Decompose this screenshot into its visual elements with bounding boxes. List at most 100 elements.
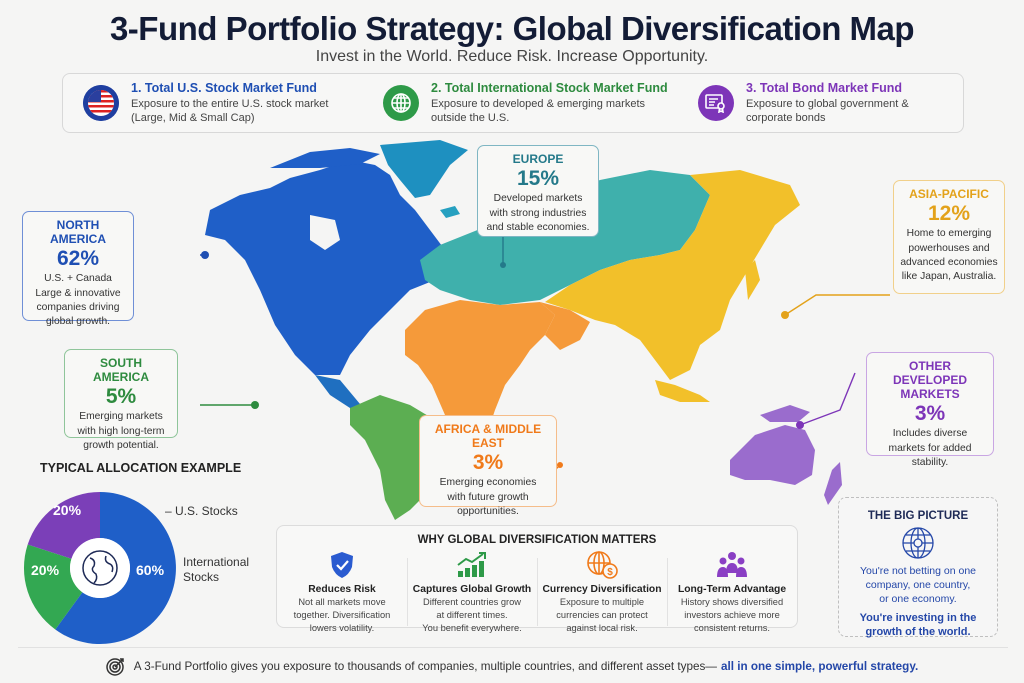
big-picture-text: or one economy. [879, 593, 957, 606]
fund-intl-desc-1: Exposure to developed & emerging markets [431, 97, 646, 110]
fund-us-desc-1: Exposure to the entire U.S. stock market [131, 97, 329, 110]
region-desc: advanced economies [900, 256, 998, 268]
fund-intl: 2. Total International Stock Market Fund… [363, 81, 678, 126]
fund-intl-name: 2. Total International Stock Market Fund [431, 80, 668, 95]
region-desc: global growth. [45, 316, 111, 328]
fund-us: 1. Total U.S. Stock Market Fund Exposure… [63, 81, 363, 126]
why-item-desc: Exposure to multiple [559, 597, 645, 607]
region-desc: companies driving [36, 301, 120, 313]
region-desc: Emerging economies [439, 477, 537, 489]
donut-label-purple: 20% [53, 502, 82, 518]
region-name: ASIA-PACIFIC [909, 187, 989, 201]
region-desc: opportunities. [457, 505, 519, 517]
world-map [200, 140, 890, 520]
footer: A 3-Fund Portfolio gives you exposure to… [0, 656, 1024, 676]
region-desc: Home to emerging [906, 228, 992, 240]
why-item-desc: You benefit everywhere. [422, 623, 522, 634]
big-picture-emphasis: You're investing in the [859, 611, 977, 624]
region-percent: 62% [56, 247, 100, 270]
why-item-desc: History shows diversified [680, 597, 784, 607]
why-item-global-growth: Captures Global Growth Different countri… [407, 548, 537, 634]
map-north-america [205, 160, 455, 375]
globe-icon [82, 550, 118, 586]
region-card-other-developed: OTHER DEVELOPED MARKETS 3% Includes dive… [866, 352, 994, 468]
why-item-desc: Not all markets move [298, 597, 386, 607]
allocation-donut-chart [23, 492, 176, 644]
why-item-desc: consistent returns. [694, 623, 770, 634]
certificate-icon [698, 85, 734, 121]
region-desc: with future growth [447, 491, 529, 503]
region-desc: markets for added [888, 442, 972, 454]
people-group-icon [717, 552, 747, 577]
big-picture-text: You're not betting on one [859, 565, 977, 577]
region-name: AFRICA & MIDDLE EAST [434, 422, 542, 450]
footer-text: A 3-Fund Portfolio gives you exposure to… [133, 659, 717, 673]
region-desc: Developed markets [493, 193, 583, 205]
allocation-title: TYPICAL ALLOCATION EXAMPLE [40, 461, 242, 475]
why-item-name: Reduces Risk [308, 584, 376, 595]
region-percent: 3% [472, 451, 504, 474]
globe-dollar-icon: $ [587, 551, 618, 579]
why-item-desc: lowers volatility. [309, 623, 375, 634]
why-item-desc: investors achieve more [684, 610, 780, 621]
region-percent: 15% [516, 167, 560, 190]
target-icon [106, 658, 124, 676]
region-percent: 5% [105, 385, 137, 408]
us-flag-icon [83, 85, 119, 121]
why-item-desc: at different times. [436, 610, 508, 621]
region-card-north-america: NORTH AMERICA 62% U.S. + Canada Large & … [22, 211, 134, 327]
region-desc: stability. [911, 456, 949, 468]
region-name: SOUTH AMERICA [93, 356, 149, 384]
why-title: WHY GLOBAL DIVERSIFICATION MATTERS [417, 534, 657, 546]
region-desc: growth potential. [83, 439, 159, 451]
fund-bond: 3. Total Bond Market Fund Exposure to gl… [678, 81, 958, 126]
region-desc: Includes diverse [892, 428, 968, 440]
fund-us-desc-2: (Large, Mid & Small Cap) [131, 112, 255, 124]
map-europe [420, 170, 710, 305]
region-card-south-america: SOUTH AMERICA 5% Emerging markets with h… [64, 349, 178, 451]
region-desc: powerhouses and [908, 242, 990, 254]
region-desc: with high long-term [77, 425, 165, 437]
why-item-desc: Different countries grow [422, 597, 521, 607]
page-subtitle: Invest in the World. Reduce Risk. Increa… [315, 48, 709, 65]
region-name: NORTH AMERICA [50, 218, 106, 246]
globe-icon [902, 527, 934, 559]
why-item-desc: currencies can protect [556, 610, 648, 621]
donut-label-green: 20% [31, 562, 60, 578]
region-name: MARKETS [900, 387, 960, 401]
region-card-africa-middle-east: AFRICA & MIDDLE EAST 3% Emerging economi… [419, 415, 557, 517]
why-item-long-term: Long-Term Advantage History shows divers… [667, 548, 797, 634]
region-card-asia-pacific: ASIA-PACIFIC 12% Home to emerging powerh… [893, 180, 1005, 294]
legend-intl-stocks-2: Stocks [183, 570, 220, 584]
shield-check-icon [331, 552, 353, 578]
region-desc: Large & innovative [35, 287, 121, 299]
footer-divider [18, 647, 1008, 648]
region-desc: and stable economies. [486, 221, 590, 233]
big-picture-text: company, one country, [865, 579, 971, 592]
donut-label-blue: 60% [136, 562, 165, 578]
fund-intl-desc-2: outside the U.S. [431, 112, 510, 124]
fund-strip: 1. Total U.S. Stock Market Fund Exposure… [62, 73, 964, 133]
map-asia [545, 170, 800, 380]
fund-bond-desc-2: corporate bonds [746, 112, 826, 124]
big-picture-title: THE BIG PICTURE [867, 510, 969, 522]
region-desc: Emerging markets [79, 411, 163, 423]
legend-us-stocks: – U.S. Stocks [165, 504, 238, 518]
region-name: OTHER DEVELOPED [892, 359, 967, 387]
fund-us-name: 1. Total U.S. Stock Market Fund [131, 80, 317, 95]
why-item-name: Currency Diversification [542, 584, 662, 595]
why-item-currency: $ Currency Diversification Exposure to m… [537, 548, 667, 634]
why-item-name: Captures Global Growth [412, 584, 532, 595]
legend-intl-stocks-1: International [183, 555, 250, 569]
why-item-reduces-risk: Reduces Risk Not all markets move togeth… [277, 548, 407, 634]
region-desc: like Japan, Australia. [901, 271, 997, 283]
why-item-name: Long-Term Advantage [677, 584, 787, 595]
svg-text:$: $ [607, 567, 613, 578]
big-picture-emphasis: growth of the world. [865, 626, 971, 639]
fund-bond-name: 3. Total Bond Market Fund [746, 80, 903, 95]
region-desc: with strong industries [489, 207, 587, 219]
region-card-europe: EUROPE 15% Developed markets with strong… [477, 145, 599, 237]
why-item-desc: together. Diversification [293, 610, 391, 621]
region-percent: 12% [927, 202, 971, 225]
big-picture-box: THE BIG PICTURE You're not betting on on… [838, 497, 998, 639]
